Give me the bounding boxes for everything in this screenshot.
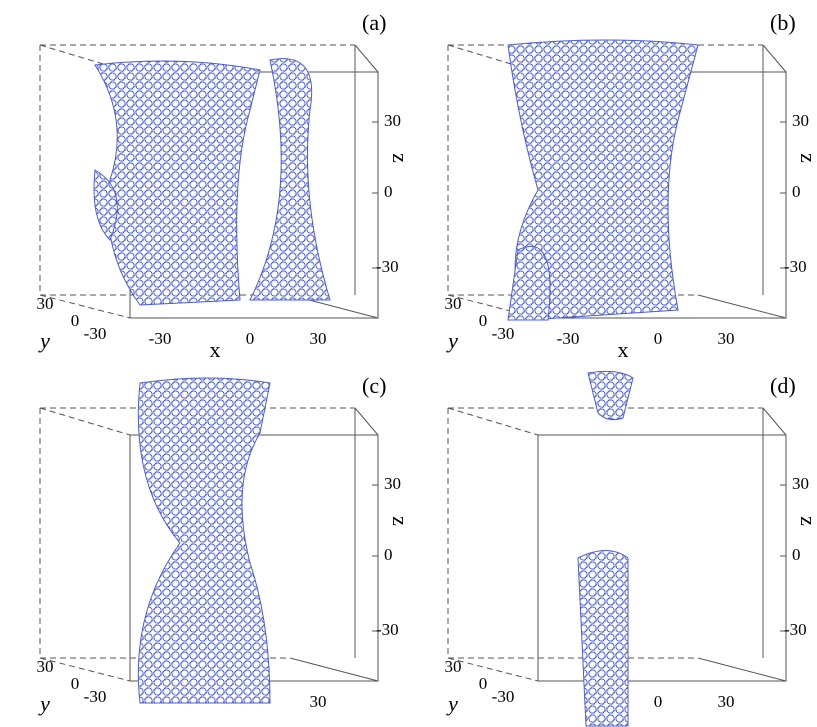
x-axis-label: x [210,337,221,362]
x-tick-label: -30 [149,329,172,348]
z-tick-label: 0 [384,182,393,201]
y-tick-label: 30 [37,294,54,313]
particle-cluster [93,169,118,241]
z-tick-label: 0 [792,545,801,564]
particle-cluster [94,60,261,306]
box-edges [537,44,787,319]
y-axis-label: y [38,328,50,353]
z-axis-label: z [796,153,817,163]
particle-cluster [137,377,271,704]
z-axis-label: z [388,516,413,526]
particle-cluster [577,550,629,727]
y-axis-label: y [38,691,50,716]
y-tick-label: 0 [71,674,80,693]
box-hidden-edges [447,44,763,319]
z-tick-label: 30 [384,474,401,493]
panel-label: (c) [362,373,386,398]
x-tick-label: 30 [718,692,735,711]
z-tick-label: -30 [376,257,399,276]
y-tick-label: -30 [84,324,107,343]
y-tick-label: 30 [445,657,462,676]
y-tick-label: 30 [445,294,462,313]
z-tick-label: 0 [384,545,393,564]
box-hidden-edges [39,44,355,319]
z-tick-label: -30 [784,620,807,639]
x-tick-label: 30 [310,329,327,348]
y-tick-label: 0 [479,311,488,330]
z-tick-label: 0 [792,182,801,201]
z-axis-label: z [796,516,817,526]
particle-cluster [507,39,699,321]
y-tick-label: 30 [37,657,54,676]
panel-label: (d) [770,373,796,398]
x-axis-label: x [618,337,629,362]
z-tick-label: -30 [376,620,399,639]
particle-cluster [507,245,551,321]
panel: (d)300-30z030300-30y [445,370,817,727]
panel-label: (a) [362,10,386,35]
box-edges [129,44,379,319]
y-tick-label: 0 [479,674,488,693]
x-tick-label: -30 [557,329,580,348]
z-axis-label: z [388,153,413,163]
y-axis-label: y [446,691,458,716]
x-tick-label: 0 [654,329,663,348]
y-axis-label: y [446,328,458,353]
box-hidden-edges [39,407,355,682]
z-tick-label: 30 [792,111,809,130]
y-tick-label: -30 [492,687,515,706]
z-tick-label: -30 [784,257,807,276]
box-edges [537,407,787,682]
particle-cluster [249,58,331,301]
z-tick-label: 30 [792,474,809,493]
particle-cluster [587,370,634,421]
x-tick-label: 0 [246,329,255,348]
x-tick-label: 30 [718,329,735,348]
y-tick-label: -30 [84,687,107,706]
x-tick-label: 30 [310,692,327,711]
y-tick-label: 0 [71,311,80,330]
y-tick-label: -30 [492,324,515,343]
z-tick-label: 30 [384,111,401,130]
box-hidden-edges [447,407,763,682]
box-edges [129,407,379,682]
panel-label: (b) [770,10,796,35]
x-tick-label: 0 [654,692,663,711]
